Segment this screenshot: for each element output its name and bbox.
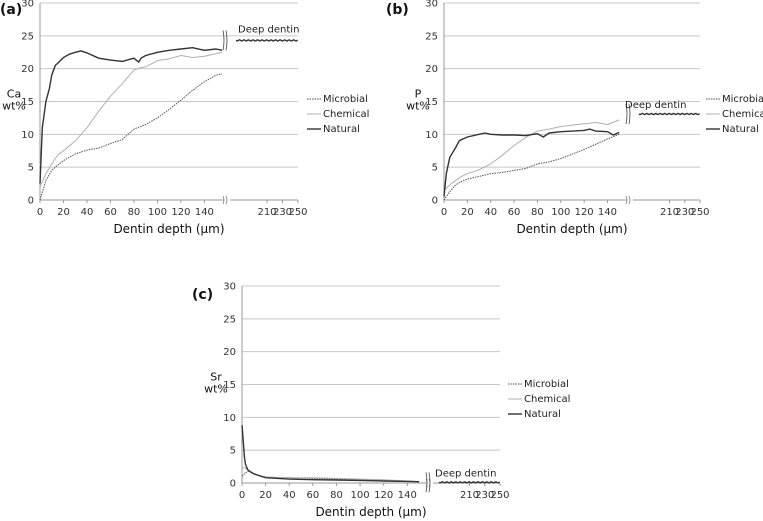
- series-line-deep-dentin: [638, 112, 701, 116]
- series-line-microbial: [443, 133, 620, 201]
- y-axis-label: Ca: [7, 88, 21, 101]
- x-tick-label: 0: [441, 207, 447, 218]
- x-tick-label: 120: [171, 207, 190, 218]
- panel-label: (b): [386, 2, 409, 18]
- series-line-chemical: [39, 51, 223, 188]
- legend-label-chemical: Chemical: [524, 394, 570, 405]
- y-tick-label: 20: [21, 64, 34, 75]
- series-line-natural: [241, 425, 420, 483]
- x-tick-label: 60: [306, 490, 319, 501]
- x-tick-label: 60: [508, 207, 521, 218]
- x-tick-label: 250: [690, 207, 709, 218]
- legend-label-microbial: Microbial: [722, 94, 763, 105]
- x-tick-label: 40: [81, 207, 94, 218]
- x-tick-label: 140: [195, 207, 214, 218]
- series-line-deep-dentin: [235, 39, 299, 42]
- x-tick-label: 20: [57, 207, 70, 218]
- axis-break-icon: [625, 195, 631, 205]
- x-tick-label: 100: [351, 490, 370, 501]
- x-axis-label: Dentin depth (μm): [315, 505, 426, 519]
- x-tick-label: 250: [490, 490, 509, 501]
- x-tick-label: 60: [104, 207, 117, 218]
- y-tick-label: 5: [28, 163, 34, 174]
- x-tick-label: 20: [259, 490, 272, 501]
- y-tick-label: 30: [425, 0, 438, 10]
- y-tick-label: 20: [223, 347, 236, 358]
- series-line-deep-dentin: [438, 481, 501, 484]
- y-tick-label: 10: [21, 130, 34, 141]
- deep-dentin-annotation: Deep dentin: [625, 100, 686, 111]
- x-tick-label: 230: [675, 207, 694, 218]
- y-tick-label: 15: [425, 97, 438, 108]
- x-axis-label: Dentin depth (μm): [113, 222, 224, 236]
- deep-dentin-annotation: Deep dentin: [238, 24, 299, 35]
- y-axis-unit: wt%: [2, 100, 26, 113]
- x-tick-label: 210: [460, 490, 479, 501]
- legend-label-microbial: Microbial: [524, 379, 569, 390]
- y-tick-label: 30: [21, 0, 34, 10]
- axis-break-icon: [222, 195, 228, 205]
- y-tick-label: 15: [223, 380, 236, 391]
- y-tick-label: 0: [230, 479, 236, 490]
- y-tick-label: 10: [425, 130, 438, 141]
- legend-label-chemical: Chemical: [323, 109, 369, 120]
- y-tick-label: 20: [425, 64, 438, 75]
- y-tick-label: 25: [223, 314, 236, 325]
- x-tick-label: 40: [283, 490, 296, 501]
- series-break-icon: [425, 472, 431, 493]
- x-tick-label: 230: [273, 207, 292, 218]
- panel-label: (c): [192, 287, 213, 303]
- y-tick-label: 5: [230, 446, 236, 457]
- x-axis-label: Dentin depth (μm): [516, 222, 627, 236]
- series-line-microbial: [39, 73, 223, 201]
- y-axis-label: Sr: [210, 371, 222, 384]
- series-line-chemical: [443, 119, 620, 191]
- x-tick-label: 100: [148, 207, 167, 218]
- y-tick-label: 10: [223, 413, 236, 424]
- x-tick-label: 120: [374, 490, 393, 501]
- legend-label-microbial: Microbial: [323, 94, 368, 105]
- series-line-natural: [39, 47, 223, 184]
- series-break-icon: [222, 30, 228, 51]
- x-tick-label: 40: [484, 207, 497, 218]
- legend-label-natural: Natural: [323, 124, 360, 135]
- panel-label: (a): [0, 2, 22, 18]
- x-tick-label: 0: [239, 490, 245, 501]
- legend-label-natural: Natural: [722, 124, 759, 135]
- y-tick-label: 0: [28, 196, 34, 207]
- x-tick-label: 210: [257, 207, 276, 218]
- y-axis-label: P: [415, 88, 422, 101]
- y-tick-label: 30: [223, 282, 236, 293]
- x-tick-label: 250: [288, 207, 307, 218]
- series-break-icon: [625, 103, 631, 125]
- x-tick-label: 120: [575, 207, 594, 218]
- x-tick-label: 80: [531, 207, 544, 218]
- y-tick-label: 25: [21, 31, 34, 42]
- deep-dentin-annotation: Deep dentin: [435, 468, 496, 479]
- x-tick-label: 80: [128, 207, 141, 218]
- x-tick-label: 210: [660, 207, 679, 218]
- y-tick-label: 15: [21, 97, 34, 108]
- x-tick-label: 230: [475, 490, 494, 501]
- y-axis-unit: wt%: [204, 383, 228, 396]
- legend-label-chemical: Chemical: [722, 109, 763, 120]
- x-tick-label: 100: [551, 207, 570, 218]
- y-tick-label: 25: [425, 31, 438, 42]
- x-tick-label: 140: [598, 207, 617, 218]
- y-tick-label: 5: [432, 163, 438, 174]
- x-tick-label: 80: [330, 490, 343, 501]
- y-axis-unit: wt%: [406, 100, 430, 113]
- x-tick-label: 0: [37, 207, 43, 218]
- series-line-natural: [443, 128, 620, 197]
- x-tick-label: 20: [461, 207, 474, 218]
- legend-label-natural: Natural: [524, 409, 561, 420]
- y-tick-label: 0: [432, 196, 438, 207]
- x-tick-label: 140: [398, 490, 417, 501]
